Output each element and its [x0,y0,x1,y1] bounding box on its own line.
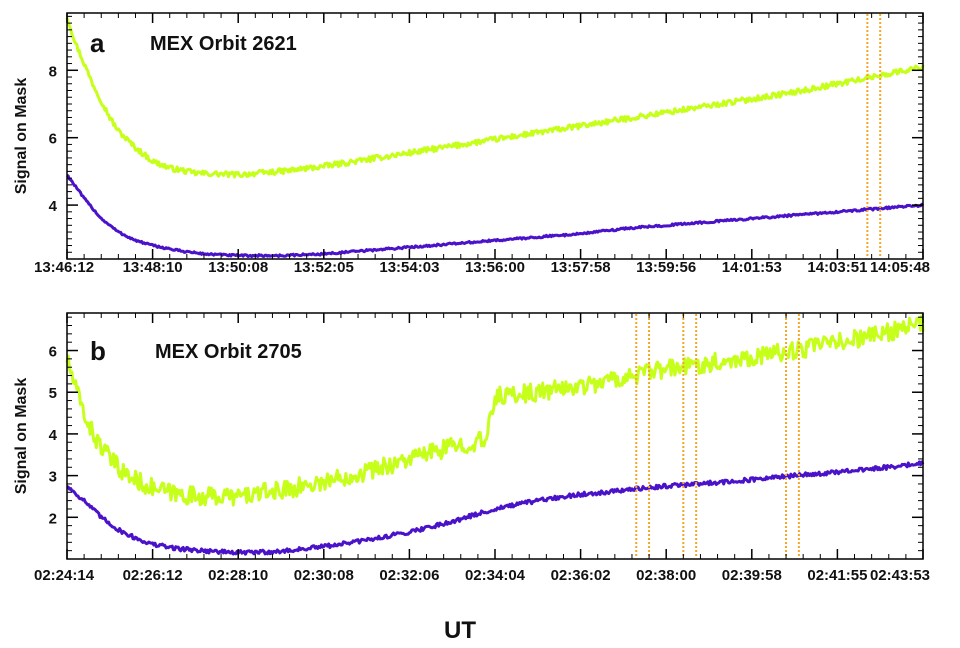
panel-a-xtick-label: 14:05:48 [870,259,930,276]
panel-a-title: MEX Orbit 2621 [150,33,297,55]
panel-b-xtick-label: 02:24:14 [34,567,95,584]
panel-b-ytick-label: 2 [49,510,57,527]
panel-b-xtick-label: 02:26:12 [123,567,183,584]
panel-b-xtick-label: 02:39:58 [722,567,782,584]
panel-a-marker-lines [866,14,882,258]
panel-a-xtick-label: 14:03:51 [807,259,867,276]
panel-a-letter: a [90,28,105,58]
panel-b-xtick-label: 02:41:55 [807,567,867,584]
panel-b-xtick-label: 02:34:04 [465,567,526,584]
panel-b-ticks: 02:24:14 02:26:12 02:28:10 02:30:08 02:32:06… [34,313,930,584]
panel-b-xtick-label: 02:36:02 [551,567,611,584]
panel-a-ytick-label: 8 [49,63,57,80]
panel-b-xtick-label: 02:32:06 [379,567,439,584]
panel-b-ytick-label: 4 [49,427,58,444]
panel-b-xtick-label: 02:28:10 [208,567,268,584]
panel-b-title: MEX Orbit 2705 [155,341,302,363]
panel-a-ticks: 13:46:12 13:48:10 13:50:08 13:52:05 13:54:03… [34,13,930,276]
panel-a-series-lower-line [66,173,925,259]
panel-b-xtick-label: 02:38:00 [636,567,696,584]
panel-a-ytick-label: 4 [49,198,58,215]
panel-a-xtick-label: 13:54:03 [379,259,439,276]
panel-b-letter: b [90,336,106,366]
panel-b-xtick-label: 02:30:08 [294,567,354,584]
panel-b-ytick-label: 6 [49,344,57,361]
panel-a-xtick-label: 13:46:12 [34,259,94,276]
panel-a-xtick-label: 13:50:08 [208,259,268,276]
panel-b: 02:24:14 02:26:12 02:28:10 02:30:08 02:32:06… [13,312,930,584]
panel-b-series [65,314,925,556]
panel-b-ytick-label: 3 [49,469,57,486]
panel-a-xtick-label: 13:48:10 [123,259,183,276]
panel-b-ylabel: Signal on Mask [13,378,30,495]
panel-b-series-lower-line [66,460,925,556]
panel-a-xtick-label: 14:01:53 [722,259,782,276]
panel-b-ytick-label: 5 [49,385,57,402]
panel-b-series-upper-line [65,314,925,507]
panel-a-series-upper-line [65,17,925,179]
x-axis-title: UT [444,617,476,644]
panel-a-series [65,17,925,259]
panel-a: 13:46:12 13:48:10 13:50:08 13:52:05 13:54:03… [13,12,930,276]
panel-a-xtick-label: 13:59:56 [636,259,696,276]
panel-b-xtick-label: 02:43:53 [870,567,930,584]
panel-a-xtick-label: 13:57:58 [551,259,611,276]
panel-b-marker-lines [635,314,800,558]
panel-a-xtick-label: 13:56:00 [465,259,525,276]
panel-a-ytick-label: 6 [49,131,57,148]
panel-a-xtick-label: 13:52:05 [294,259,354,276]
panel-a-ylabel: Signal on Mask [13,78,30,195]
